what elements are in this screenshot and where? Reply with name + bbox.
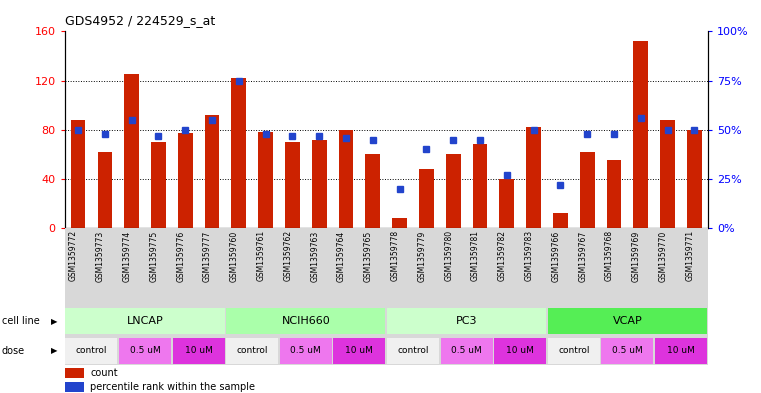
Bar [65,368,84,378]
Bar [71,120,85,228]
Text: GSM1359760: GSM1359760 [230,230,239,281]
Bar [601,338,654,364]
Text: 0.5 uM: 0.5 uM [612,346,643,354]
Bar [387,338,439,364]
Bar [226,308,385,334]
Text: GSM1359775: GSM1359775 [149,230,158,281]
Bar [65,382,84,391]
Text: GSM1359763: GSM1359763 [310,230,319,281]
Text: dose: dose [2,346,24,356]
Bar [526,127,541,228]
Text: 0.5 uM: 0.5 uM [129,346,161,354]
Bar [580,152,594,228]
Bar [494,338,546,364]
Text: GSM1359774: GSM1359774 [123,230,132,281]
Text: GSM1359766: GSM1359766 [552,230,560,281]
Bar [339,130,353,228]
Bar [548,338,600,364]
Bar [97,152,112,228]
Text: GSM1359768: GSM1359768 [605,230,614,281]
Bar [473,144,487,228]
Text: 0.5 uM: 0.5 uM [291,346,321,354]
Bar [258,132,273,228]
Bar [419,169,434,228]
Bar [285,142,300,228]
Text: GSM1359773: GSM1359773 [96,230,105,281]
Bar [607,160,621,228]
Text: control: control [76,346,107,354]
Bar [65,308,224,334]
Bar [173,338,224,364]
Bar [231,78,247,228]
Text: GSM1359765: GSM1359765 [364,230,373,281]
Bar [392,218,407,228]
Bar [553,213,568,228]
Text: 10 uM: 10 uM [506,346,534,354]
Text: GSM1359780: GSM1359780 [444,230,454,281]
Text: 10 uM: 10 uM [345,346,374,354]
Text: NCIH660: NCIH660 [282,316,330,326]
Text: GSM1359761: GSM1359761 [256,230,266,281]
Bar [205,115,219,228]
Text: count: count [91,368,118,378]
Text: control: control [397,346,428,354]
Bar [333,338,385,364]
Text: VCAP: VCAP [613,316,642,326]
Bar [655,338,707,364]
Text: 0.5 uM: 0.5 uM [451,346,482,354]
Text: GSM1359776: GSM1359776 [177,230,185,281]
Bar [441,338,492,364]
Text: GSM1359764: GSM1359764 [337,230,346,281]
Text: GSM1359783: GSM1359783 [524,230,533,281]
Text: percentile rank within the sample: percentile rank within the sample [91,382,256,392]
Text: GSM1359779: GSM1359779 [417,230,426,281]
Bar [124,74,139,228]
Bar [178,133,193,228]
Bar [365,154,380,228]
Bar [633,41,648,228]
Text: GSM1359777: GSM1359777 [203,230,212,281]
Bar [687,130,702,228]
Bar [446,154,460,228]
Text: 10 uM: 10 uM [667,346,695,354]
Text: cell line: cell line [2,316,40,326]
Text: control: control [237,346,268,354]
Bar [661,120,675,228]
Text: GSM1359770: GSM1359770 [658,230,667,281]
Bar [280,338,332,364]
Text: ▶: ▶ [50,317,57,326]
Bar [226,338,279,364]
Bar [312,140,326,228]
Text: GSM1359781: GSM1359781 [471,230,480,281]
Text: GSM1359771: GSM1359771 [686,230,694,281]
Text: 10 uM: 10 uM [185,346,212,354]
Bar [65,338,117,364]
Text: GSM1359778: GSM1359778 [390,230,400,281]
Bar [151,142,166,228]
Bar [499,179,514,228]
Text: GSM1359762: GSM1359762 [283,230,292,281]
Text: GSM1359767: GSM1359767 [578,230,587,281]
Text: GSM1359769: GSM1359769 [632,230,641,281]
Text: GDS4952 / 224529_s_at: GDS4952 / 224529_s_at [65,15,215,28]
Text: control: control [558,346,590,354]
Text: LNCAP: LNCAP [126,316,164,326]
Text: PC3: PC3 [456,316,477,326]
Bar [119,338,171,364]
Text: ▶: ▶ [50,346,57,355]
Bar [387,308,546,334]
Text: GSM1359782: GSM1359782 [498,230,507,281]
Text: GSM1359772: GSM1359772 [69,230,78,281]
Bar [548,308,707,334]
